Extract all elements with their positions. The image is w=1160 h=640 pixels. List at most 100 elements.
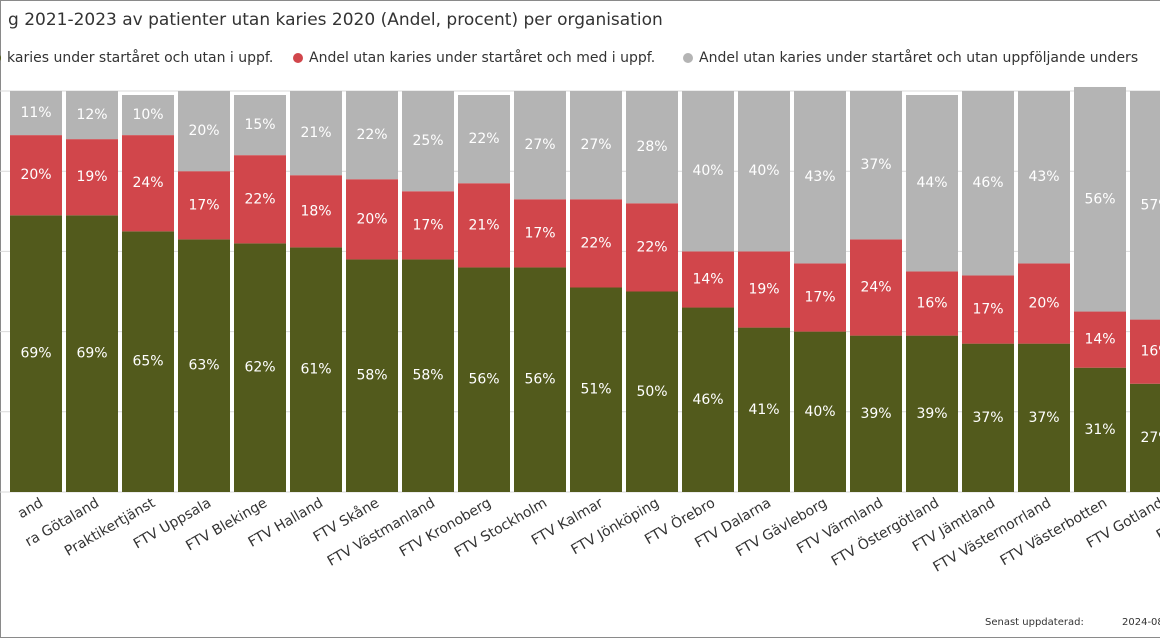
data-label: 28%: [636, 139, 667, 155]
legend-label: Andel utan karies under startåret och ut…: [699, 49, 1138, 66]
data-label: 15%: [244, 117, 275, 133]
bar-segment: [402, 191, 454, 260]
bar-segment: [10, 91, 62, 136]
data-label: 56%: [468, 372, 499, 388]
bar-segment: [570, 287, 622, 492]
data-label: 65%: [132, 354, 163, 370]
data-label: 20%: [188, 123, 219, 139]
data-label: 27%: [580, 137, 611, 153]
data-label: 22%: [580, 235, 611, 251]
bar-segment: [682, 251, 734, 308]
legend-marker: [0, 55, 1, 61]
data-label: 17%: [524, 225, 555, 241]
data-label: 44%: [916, 175, 947, 191]
data-label: 58%: [412, 368, 443, 384]
bar-segment: [346, 259, 398, 492]
data-label: 21%: [468, 217, 499, 233]
bar-segment: [1074, 367, 1126, 492]
bar-segment: [850, 335, 902, 492]
bar-segment: [10, 215, 62, 492]
data-label: 27%: [1140, 430, 1160, 446]
bar-segment: [794, 91, 846, 264]
data-label: 11%: [20, 105, 51, 121]
data-label: 25%: [412, 133, 443, 149]
bar-segment: [234, 243, 286, 492]
bar-segment: [1130, 319, 1160, 384]
bar-segment: [738, 251, 790, 328]
bar-segment: [962, 343, 1014, 492]
bar-segment: [514, 91, 566, 200]
data-label: 17%: [804, 290, 835, 306]
bar-segment: [1130, 383, 1160, 492]
bar-segment: [178, 91, 230, 172]
data-label: 20%: [356, 211, 387, 227]
data-label: 51%: [580, 382, 611, 398]
bar-segment: [850, 91, 902, 240]
x-tick-label: and: [15, 495, 46, 522]
chart-title: g 2021-2023 av patienter utan karies 202…: [8, 10, 663, 30]
bar-segment: [1018, 343, 1070, 492]
bar-segment: [290, 175, 342, 248]
data-label: 27%: [524, 137, 555, 153]
data-label: 19%: [76, 169, 107, 185]
data-label: 24%: [132, 175, 163, 191]
bar-segment: [346, 91, 398, 180]
bar-segment: [906, 335, 958, 492]
bar-segment: [514, 267, 566, 492]
bar-segment: [570, 91, 622, 200]
data-label: 46%: [692, 392, 723, 408]
bar-segment: [1074, 311, 1126, 368]
data-label: 14%: [692, 271, 723, 287]
bar-segment: [234, 95, 286, 156]
legend-label: karies under startåret och utan i uppf.: [7, 49, 273, 66]
bar-segment: [626, 203, 678, 292]
bar-segment: [178, 239, 230, 492]
data-label: 46%: [972, 175, 1003, 191]
footer-date: 2024-08: [1122, 617, 1160, 628]
bar-segment: [66, 215, 118, 492]
data-label: 62%: [244, 360, 275, 376]
data-label: 69%: [76, 346, 107, 362]
bar-segment: [738, 91, 790, 252]
bar-segment: [962, 91, 1014, 276]
legend-label: Andel utan karies under startåret och me…: [309, 49, 655, 66]
data-label: 14%: [1084, 332, 1115, 348]
data-label: 18%: [300, 203, 331, 219]
data-label: 56%: [1084, 191, 1115, 207]
bar-segment: [122, 95, 174, 136]
data-label: 20%: [1028, 296, 1059, 312]
data-label: 37%: [972, 410, 1003, 426]
bar-segment: [962, 275, 1014, 344]
bar-segment: [570, 199, 622, 288]
data-label: 40%: [804, 404, 835, 420]
data-label: 17%: [412, 217, 443, 233]
bar-segment: [906, 271, 958, 336]
bar-segment: [290, 91, 342, 176]
data-label: 43%: [1028, 169, 1059, 185]
data-label: 20%: [20, 167, 51, 183]
data-label: 17%: [188, 197, 219, 213]
bar-segment: [682, 91, 734, 252]
data-label: 40%: [692, 163, 723, 179]
bar-segment: [626, 91, 678, 204]
bar-segment: [682, 307, 734, 492]
data-label: 22%: [356, 127, 387, 143]
data-label: 50%: [636, 384, 667, 400]
bar-segment: [794, 263, 846, 332]
data-label: 16%: [1140, 344, 1160, 360]
bar-segment: [66, 91, 118, 140]
data-label: 31%: [1084, 422, 1115, 438]
bar-segment: [290, 247, 342, 492]
data-label: 17%: [972, 302, 1003, 318]
bar-segment: [906, 95, 958, 272]
bar-segment: [1130, 91, 1160, 320]
bar-segment: [458, 183, 510, 268]
data-label: 10%: [132, 107, 163, 123]
bar-segment: [66, 139, 118, 216]
data-label: 22%: [468, 131, 499, 147]
data-label: 58%: [356, 368, 387, 384]
bar-segment: [346, 179, 398, 260]
data-label: 22%: [244, 191, 275, 207]
